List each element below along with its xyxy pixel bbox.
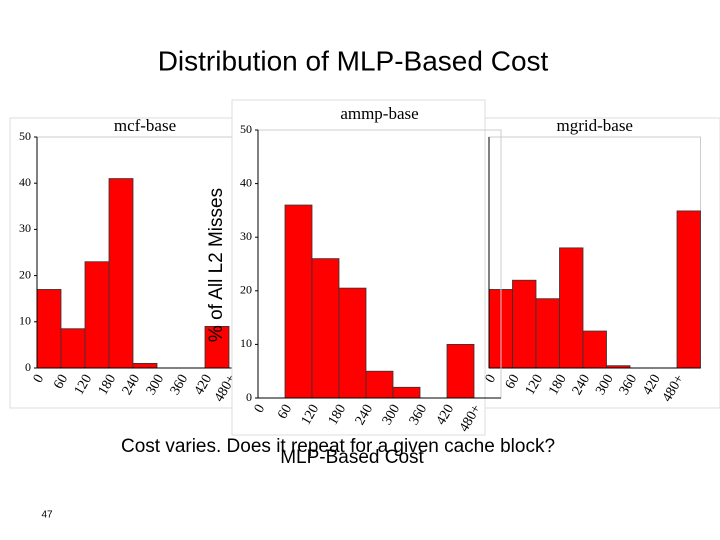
- y-tick-label: 30: [19, 221, 31, 235]
- bar: [36, 289, 62, 369]
- bar: [365, 370, 394, 399]
- caption: Cost varies. Does it repeat for a given …: [121, 436, 555, 457]
- panel-title: mcf-base: [114, 116, 176, 135]
- bar: [676, 210, 701, 369]
- x-tick-label: 60: [51, 372, 71, 392]
- y-tick-label: 50: [240, 122, 252, 136]
- y-tick-label: 10: [19, 314, 31, 328]
- y-tick-label: 30: [240, 229, 252, 243]
- y-tick-label: 40: [19, 175, 31, 189]
- x-axis-label: MLP-Based Cost: [280, 447, 424, 468]
- bar: [512, 279, 537, 369]
- bar: [559, 247, 584, 369]
- bar: [311, 258, 340, 399]
- y-tick-label: 50: [19, 129, 31, 143]
- bar: [582, 330, 607, 369]
- bar: [84, 261, 110, 369]
- panel-title: ammp-base: [340, 104, 418, 123]
- y-tick-label: 10: [240, 336, 252, 350]
- y-tick-label: 20: [240, 283, 252, 297]
- bar: [132, 362, 158, 369]
- y-tick-label: 0: [25, 360, 31, 374]
- bar: [108, 178, 134, 369]
- y-tick-label: 40: [240, 175, 252, 189]
- slide-title: Distribution of MLP-Based Cost: [158, 45, 549, 76]
- panel-title: mgrid-base: [557, 116, 633, 135]
- bar: [60, 328, 86, 369]
- y-axis-label: % of All L2 Misses: [206, 188, 227, 342]
- bar: [446, 343, 475, 399]
- x-tick-label: 60: [275, 402, 295, 422]
- bar: [338, 287, 367, 399]
- bar: [284, 204, 313, 399]
- bar: [204, 326, 230, 369]
- y-tick-label: 20: [19, 267, 31, 281]
- bar: [535, 298, 560, 369]
- y-tick-label: 0: [246, 390, 252, 404]
- x-tick-label: 60: [503, 372, 523, 392]
- bar: [392, 386, 421, 399]
- page-number: 47: [41, 510, 53, 521]
